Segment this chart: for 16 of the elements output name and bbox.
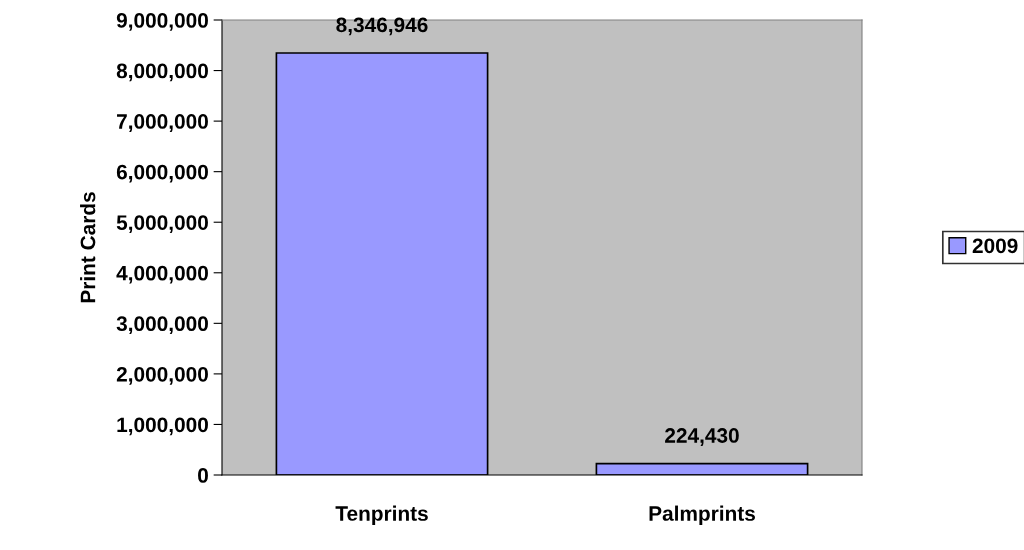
y-tick-label: 3,000,000 <box>116 316 208 335</box>
y-tick-label: 5,000,000 <box>116 215 208 233</box>
y-tick-label: 9,000,000 <box>116 13 208 31</box>
x-tick-label: Tenprints <box>335 505 428 525</box>
y-tick-label: 1,000,000 <box>117 417 208 436</box>
y-tick-label: 6,000,000 <box>116 164 208 183</box>
y-tick-label: 8,000,000 <box>116 63 208 82</box>
y-tick-label: 7,000,000 <box>117 114 208 132</box>
x-tick-label: Palmprints <box>649 505 755 525</box>
legend-label: 2009 <box>972 238 1018 254</box>
data-label: 224,430 <box>665 428 739 446</box>
y-axis-title: Print Cards <box>80 192 96 303</box>
y-tick-label: 2,000,000 <box>116 366 208 385</box>
y-tick-label: 0 <box>198 468 208 483</box>
data-label: 8,346,946 <box>336 17 428 36</box>
y-tick-label: 4,000,000 <box>116 265 208 284</box>
